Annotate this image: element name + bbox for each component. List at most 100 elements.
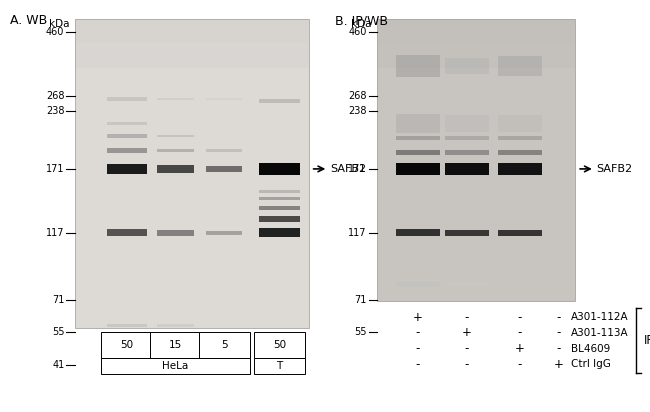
Text: 55: 55 (354, 328, 367, 337)
Bar (107, 164, 147, 174)
Bar (498, 230, 542, 236)
Text: A301-113A: A301-113A (571, 328, 629, 338)
Bar (254, 358, 305, 374)
Text: 460: 460 (46, 27, 64, 37)
Bar (157, 98, 194, 100)
Text: -: - (465, 358, 469, 371)
Bar (377, 19, 575, 43)
Bar (396, 136, 440, 140)
Bar (75, 19, 309, 328)
Bar (206, 166, 242, 172)
Bar (259, 190, 300, 192)
Text: 15: 15 (169, 340, 182, 350)
Bar (396, 163, 440, 175)
Text: -: - (518, 326, 522, 339)
Text: -: - (416, 342, 420, 355)
Text: SAFB2: SAFB2 (597, 164, 633, 174)
Bar (445, 163, 489, 175)
Text: -: - (557, 342, 561, 355)
Bar (498, 150, 542, 154)
Bar (396, 150, 440, 155)
Bar (107, 97, 147, 101)
Bar (157, 230, 194, 236)
Text: A. WB: A. WB (10, 14, 47, 28)
Bar (107, 148, 147, 153)
Bar (498, 136, 542, 140)
Bar (206, 231, 242, 235)
Text: BL4609: BL4609 (571, 344, 610, 353)
Bar (445, 230, 489, 236)
Text: 268: 268 (46, 91, 64, 101)
Text: -: - (465, 342, 469, 355)
Bar (498, 115, 542, 132)
Text: kDa: kDa (351, 19, 372, 28)
Text: 41: 41 (52, 360, 64, 370)
Bar (445, 58, 489, 74)
Text: 5: 5 (221, 340, 228, 350)
Text: Ctrl IgG: Ctrl IgG (571, 359, 610, 369)
Text: +: + (462, 326, 472, 339)
Bar (498, 163, 542, 175)
Text: IP: IP (644, 334, 650, 347)
Text: -: - (465, 311, 469, 324)
Text: 117: 117 (46, 228, 64, 238)
Bar (396, 229, 440, 236)
Text: SAFB2: SAFB2 (330, 164, 367, 174)
Text: 238: 238 (46, 106, 64, 116)
Text: +: + (413, 311, 423, 324)
Text: HeLa: HeLa (162, 361, 188, 371)
Bar (259, 197, 300, 200)
Bar (101, 332, 152, 358)
Text: -: - (518, 311, 522, 324)
Bar (377, 19, 575, 301)
Text: +: + (554, 358, 564, 371)
Bar (396, 55, 440, 77)
Text: -: - (416, 358, 420, 371)
Text: 171: 171 (46, 164, 64, 174)
Text: 50: 50 (273, 340, 286, 350)
Text: 171: 171 (348, 164, 367, 174)
Text: 268: 268 (348, 91, 367, 101)
Text: kDa: kDa (49, 19, 70, 28)
Bar (150, 332, 201, 358)
Bar (259, 228, 300, 237)
Bar (259, 163, 300, 175)
Bar (206, 98, 242, 100)
Bar (75, 43, 309, 68)
Bar (206, 149, 242, 152)
Bar (157, 134, 194, 138)
Bar (157, 324, 194, 327)
Text: -: - (518, 358, 522, 371)
Bar (445, 115, 489, 132)
Bar (107, 229, 147, 236)
Text: -: - (557, 326, 561, 339)
Bar (498, 56, 542, 76)
Text: -: - (557, 311, 561, 324)
Text: A301-112A: A301-112A (571, 312, 629, 322)
Bar (396, 282, 440, 287)
Bar (396, 114, 440, 133)
Bar (259, 206, 300, 210)
Text: 55: 55 (52, 328, 64, 337)
Bar (101, 358, 250, 374)
Text: 117: 117 (348, 228, 367, 238)
Bar (157, 165, 194, 173)
Bar (107, 324, 147, 327)
Bar (75, 19, 309, 43)
Text: 71: 71 (52, 295, 64, 304)
Text: 71: 71 (354, 295, 367, 304)
Text: B. IP/WB: B. IP/WB (335, 14, 388, 28)
Bar (254, 332, 305, 358)
Text: -: - (416, 326, 420, 339)
Bar (107, 134, 147, 138)
Text: 460: 460 (348, 27, 367, 37)
Text: T: T (276, 361, 283, 371)
Bar (107, 122, 147, 125)
Text: 50: 50 (120, 340, 133, 350)
Bar (445, 150, 489, 154)
Bar (157, 148, 194, 152)
Bar (259, 99, 300, 103)
Bar (199, 332, 250, 358)
Bar (445, 282, 489, 286)
Bar (377, 43, 575, 68)
